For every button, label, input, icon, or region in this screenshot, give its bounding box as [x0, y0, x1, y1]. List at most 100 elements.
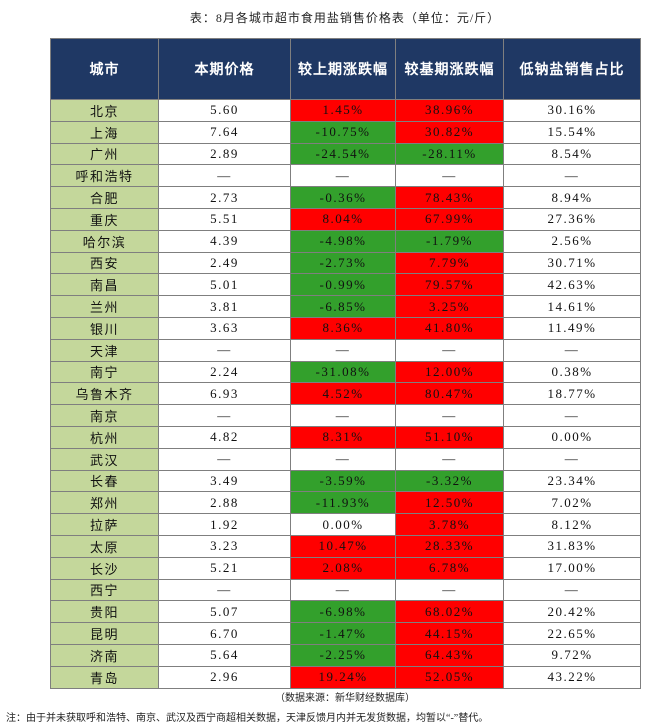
value-cell: 23.34%: [503, 469, 641, 493]
value-cell: —: [158, 578, 291, 602]
value-cell: -4.98%: [290, 229, 396, 253]
table-row: 重庆 5.51 8.04% 67.99% 27.36%: [50, 207, 641, 231]
value-cell: 2.56%: [503, 229, 641, 253]
city-cell: 呼和浩特: [50, 164, 159, 188]
value-cell: 2.08%: [290, 556, 396, 580]
city-cell: 南宁: [50, 360, 159, 384]
city-cell: 重庆: [50, 207, 159, 231]
value-cell: 5.51: [158, 207, 291, 231]
table-row: 呼和浩特 — — — —: [50, 164, 641, 188]
city-cell: 南昌: [50, 273, 159, 297]
city-cell: 上海: [50, 120, 159, 144]
value-cell: -2.25%: [290, 643, 396, 667]
value-cell: 8.54%: [503, 142, 641, 166]
value-cell: 38.96%: [395, 99, 504, 122]
table-row: 昆明 6.70 -1.47% 44.15% 22.65%: [50, 622, 641, 645]
city-cell: 天津: [50, 338, 159, 362]
value-cell: 67.99%: [395, 207, 504, 231]
value-cell: 12.50%: [395, 491, 504, 515]
value-cell: 8.12%: [503, 513, 641, 536]
value-cell: 5.21: [158, 556, 291, 580]
value-cell: 64.43%: [395, 643, 504, 667]
table-row: 拉萨 1.92 0.00% 3.78% 8.12%: [50, 513, 641, 536]
value-cell: —: [158, 338, 291, 362]
value-cell: 6.78%: [395, 556, 504, 580]
value-cell: 11.49%: [503, 316, 641, 340]
value-cell: 1.92: [158, 513, 291, 536]
value-cell: 2.96: [158, 665, 291, 689]
table-row: 贵阳 5.07 -6.98% 68.02% 20.42%: [50, 600, 641, 624]
city-cell: 杭州: [50, 425, 159, 449]
header-row: 城市 本期价格 较上期涨跌幅 较基期涨跌幅 低钠盐销售占比: [50, 38, 641, 100]
value-cell: -3.32%: [395, 469, 504, 493]
value-cell: 52.05%: [395, 665, 504, 689]
value-cell: —: [503, 164, 641, 188]
value-cell: 2.88: [158, 491, 291, 515]
header-cell: 城市: [50, 38, 159, 100]
value-cell: 0.00%: [503, 425, 641, 449]
city-cell: 兰州: [50, 295, 159, 318]
city-cell: 哈尔滨: [50, 229, 159, 253]
value-cell: 9.72%: [503, 643, 641, 667]
value-cell: 20.42%: [503, 600, 641, 624]
table-row: 济南 5.64 -2.25% 64.43% 9.72%: [50, 643, 641, 667]
header-cell: 较上期涨跌幅: [290, 38, 396, 100]
value-cell: 7.02%: [503, 491, 641, 515]
table-row: 郑州 2.88 -11.93% 12.50% 7.02%: [50, 491, 641, 515]
table-row: 西宁 — — — —: [50, 578, 641, 602]
value-cell: 3.78%: [395, 513, 504, 536]
value-cell: -6.85%: [290, 295, 396, 318]
header-cell: 较基期涨跌幅: [395, 38, 504, 100]
city-cell: 南京: [50, 404, 159, 427]
city-cell: 西安: [50, 251, 159, 275]
table-row: 武汉 — — — —: [50, 447, 641, 471]
value-cell: 10.47%: [290, 534, 396, 558]
value-cell: 3.81: [158, 295, 291, 318]
value-cell: 19.24%: [290, 665, 396, 689]
value-cell: —: [158, 447, 291, 471]
value-cell: 15.54%: [503, 120, 641, 144]
table-row: 长沙 5.21 2.08% 6.78% 17.00%: [50, 556, 641, 580]
city-cell: 银川: [50, 316, 159, 340]
value-cell: 8.04%: [290, 207, 396, 231]
value-cell: 8.31%: [290, 425, 396, 449]
footnote: 注：由于并未获取呼和浩特、南京、武汉及西宁商超相关数据，天津反馈月内并无发货数据…: [6, 713, 489, 724]
value-cell: —: [503, 447, 641, 471]
table-row: 太原 3.23 10.47% 28.33% 31.83%: [50, 534, 641, 558]
table-row: 南宁 2.24 -31.08% 12.00% 0.38%: [50, 360, 641, 384]
city-cell: 长春: [50, 469, 159, 493]
value-cell: 3.49: [158, 469, 291, 493]
value-cell: -3.59%: [290, 469, 396, 493]
value-cell: —: [395, 404, 504, 427]
source-note: （数据来源：新华财经数据库）: [275, 693, 415, 704]
price-table: 城市 本期价格 较上期涨跌幅 较基期涨跌幅 低钠盐销售占比 北京 5.60 1.45% 38.…: [50, 38, 641, 689]
value-cell: —: [290, 164, 396, 188]
city-cell: 太原: [50, 534, 159, 558]
table-row: 北京 5.60 1.45% 38.96% 30.16%: [50, 99, 641, 122]
city-cell: 合肥: [50, 186, 159, 209]
value-cell: 2.73: [158, 186, 291, 209]
value-cell: 22.65%: [503, 622, 641, 645]
value-cell: 41.80%: [395, 316, 504, 340]
table-row: 天津 — — — —: [50, 338, 641, 362]
value-cell: 6.70: [158, 622, 291, 645]
value-cell: 44.15%: [395, 622, 504, 645]
value-cell: 31.83%: [503, 534, 641, 558]
value-cell: 42.63%: [503, 273, 641, 297]
value-cell: -24.54%: [290, 142, 396, 166]
value-cell: 18.77%: [503, 382, 641, 406]
value-cell: -6.98%: [290, 600, 396, 624]
city-cell: 长沙: [50, 556, 159, 580]
value-cell: 43.22%: [503, 665, 641, 689]
value-cell: 12.00%: [395, 360, 504, 384]
city-cell: 广州: [50, 142, 159, 166]
value-cell: 2.24: [158, 360, 291, 384]
city-cell: 济南: [50, 643, 159, 667]
value-cell: 30.71%: [503, 251, 641, 275]
city-cell: 武汉: [50, 447, 159, 471]
value-cell: 51.10%: [395, 425, 504, 449]
value-cell: 5.60: [158, 99, 291, 122]
table-row: 乌鲁木齐 6.93 4.52% 80.47% 18.77%: [50, 382, 641, 406]
value-cell: -31.08%: [290, 360, 396, 384]
value-cell: 28.33%: [395, 534, 504, 558]
